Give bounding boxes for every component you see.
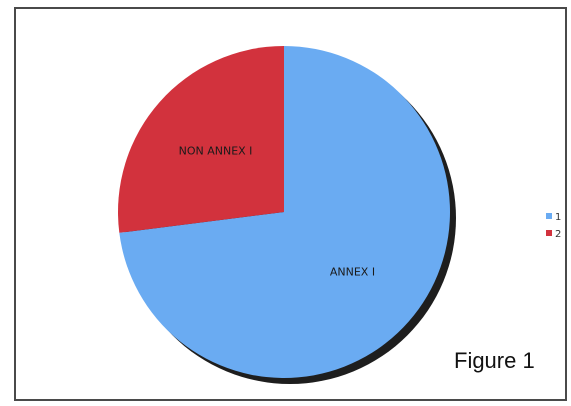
pie-slice-annex-i <box>119 46 451 378</box>
figure-caption: Figure 1 <box>454 348 535 373</box>
pie-slice-non-annex-i <box>117 46 284 233</box>
legend-swatch-1 <box>546 213 552 219</box>
legend-swatch-2 <box>546 230 552 236</box>
pie-slices <box>117 46 451 378</box>
slice-label-annex-i: ANNEX I <box>330 265 375 278</box>
pie-labels: ANNEX I NON ANNEX I <box>179 145 375 279</box>
slice-label-non-annex-i: NON ANNEX I <box>179 145 253 158</box>
legend-label-1: 1 <box>555 212 561 223</box>
legend-label-2: 2 <box>555 229 561 240</box>
legend: 12 <box>546 212 561 240</box>
